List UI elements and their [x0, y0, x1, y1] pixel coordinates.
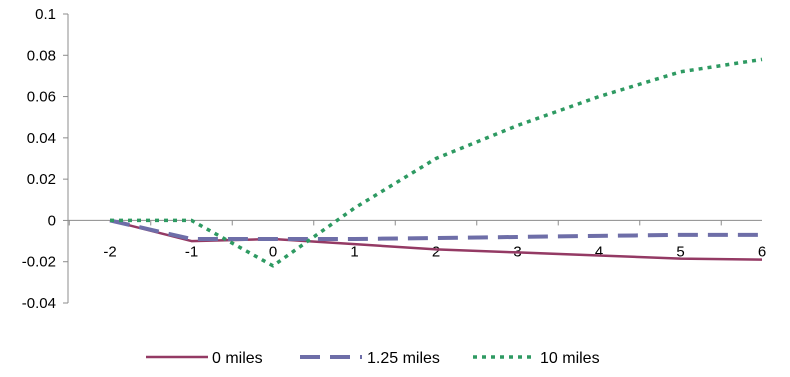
series-line-10-miles	[110, 57, 763, 268]
x-tick-label: 1	[350, 243, 358, 260]
legend-label: 10 miles	[540, 350, 600, 367]
x-tick-label: 5	[676, 243, 684, 260]
legend-label: 1.25 miles	[367, 350, 440, 367]
y-tick-label: 0	[48, 212, 56, 229]
x-tick-label: -2	[103, 243, 116, 260]
y-tick-label: 0.02	[27, 171, 56, 188]
x-tick-label: 4	[595, 243, 603, 260]
y-tick-label: 0.08	[27, 47, 56, 64]
x-tick-label: -1	[185, 243, 198, 260]
series-line-1-25-miles	[109, 218, 762, 242]
x-tick-label: 0	[269, 243, 277, 260]
x-tick-label: 6	[758, 243, 766, 260]
y-tick-label: 0.1	[35, 6, 56, 23]
y-tick-label: 0.04	[27, 130, 56, 147]
series-line-0-miles	[109, 219, 763, 261]
x-tick-label: 2	[432, 243, 440, 260]
y-tick-label: -0.04	[22, 295, 56, 312]
y-tick-label: 0.06	[27, 89, 56, 106]
y-tick-label: -0.02	[22, 254, 56, 271]
legend-label: 0 miles	[212, 350, 263, 367]
